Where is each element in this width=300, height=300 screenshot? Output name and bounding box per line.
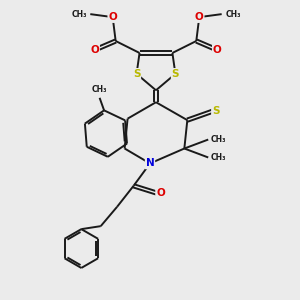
Text: CH₃: CH₃	[211, 135, 226, 144]
Text: S: S	[172, 69, 179, 79]
Text: CH₃: CH₃	[71, 10, 87, 19]
Text: O: O	[213, 45, 222, 55]
Text: O: O	[90, 45, 99, 55]
Text: CH₃: CH₃	[211, 153, 226, 162]
Text: S: S	[133, 69, 140, 79]
Text: O: O	[108, 12, 117, 22]
Text: O: O	[156, 188, 165, 198]
Text: CH₃: CH₃	[225, 10, 241, 19]
Text: S: S	[212, 106, 219, 116]
Text: CH₃: CH₃	[92, 85, 107, 94]
Text: O: O	[195, 12, 204, 22]
Text: N: N	[146, 158, 154, 168]
